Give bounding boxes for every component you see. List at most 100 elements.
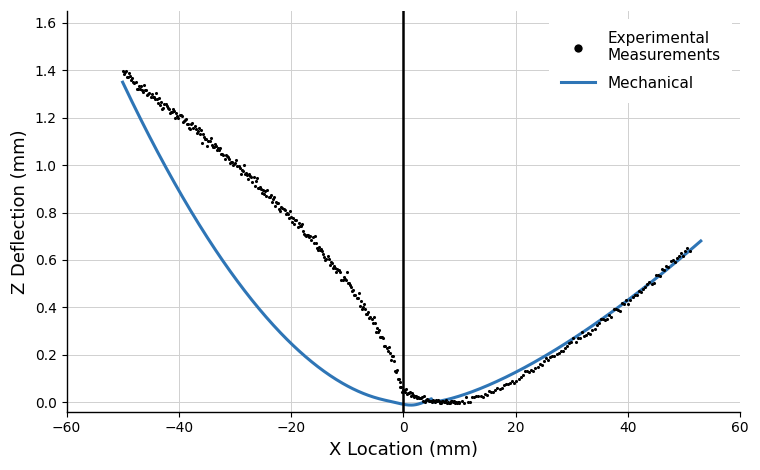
Point: [382, 343, 394, 350]
Point: [134, 85, 146, 92]
Point: [404, 388, 416, 395]
Point: [340, 276, 352, 284]
Point: [342, 279, 354, 287]
Point: [116, 68, 128, 75]
Point: [272, 199, 284, 206]
Point: [225, 158, 237, 165]
Point: [204, 134, 217, 142]
Point: [253, 184, 265, 191]
Point: [500, 380, 512, 388]
Point: [337, 274, 350, 281]
Point: [496, 384, 508, 392]
Point: [178, 118, 190, 125]
Point: [280, 211, 292, 218]
Point: [663, 263, 675, 271]
Point: [675, 249, 687, 257]
Point: [353, 303, 366, 310]
Point: [227, 161, 239, 168]
Point: [429, 397, 441, 404]
Point: [199, 135, 211, 143]
Point: [376, 333, 388, 341]
Point: [141, 92, 154, 99]
Point: [186, 120, 198, 127]
Point: [384, 349, 396, 357]
Point: [301, 232, 313, 239]
Point: [648, 279, 660, 286]
Point: [451, 398, 463, 406]
Point: [240, 169, 252, 177]
Point: [618, 300, 630, 308]
Point: [220, 151, 232, 158]
Point: [468, 393, 480, 400]
Point: [209, 140, 221, 148]
Point: [126, 75, 138, 82]
Point: [656, 266, 668, 273]
Point: [405, 392, 417, 400]
Point: [369, 319, 381, 327]
Point: [142, 90, 154, 98]
Point: [502, 381, 514, 388]
Point: [402, 389, 414, 397]
Point: [394, 383, 407, 391]
Point: [368, 313, 380, 321]
Point: [252, 184, 264, 192]
Point: [519, 368, 531, 375]
Point: [546, 352, 559, 360]
Point: [179, 117, 191, 124]
Point: [421, 395, 433, 403]
Point: [231, 162, 243, 169]
Point: [454, 400, 466, 407]
Point: [157, 104, 169, 111]
Point: [163, 110, 176, 117]
Point: [400, 388, 412, 396]
Point: [379, 342, 391, 350]
Point: [361, 311, 373, 318]
Point: [411, 394, 423, 402]
Point: [417, 397, 429, 405]
Point: [331, 266, 344, 273]
Point: [436, 397, 448, 405]
Point: [353, 289, 365, 297]
Point: [303, 233, 315, 241]
Point: [266, 198, 278, 206]
Point: [398, 386, 410, 393]
Point: [256, 190, 268, 197]
Point: [658, 266, 670, 274]
Point: [401, 390, 413, 398]
Point: [321, 255, 333, 262]
Point: [233, 164, 245, 172]
Point: [682, 244, 694, 252]
Point: [291, 223, 303, 231]
Point: [124, 72, 136, 80]
Point: [218, 155, 230, 163]
Point: [123, 69, 135, 77]
Point: [261, 186, 274, 194]
Point: [271, 199, 283, 207]
Point: [390, 368, 402, 375]
Point: [212, 144, 224, 151]
Point: [334, 266, 346, 274]
Point: [397, 389, 409, 396]
Point: [339, 275, 351, 282]
Point: [401, 385, 413, 392]
Point: [534, 360, 546, 368]
Point: [183, 124, 195, 132]
Point: [610, 305, 622, 313]
Point: [424, 397, 436, 405]
Point: [332, 266, 344, 274]
Point: [202, 138, 214, 145]
Point: [525, 367, 537, 374]
Point: [504, 379, 516, 387]
Point: [306, 233, 318, 241]
Point: [296, 220, 308, 227]
Point: [641, 280, 654, 288]
Point: [191, 129, 203, 136]
Point: [299, 232, 311, 239]
Point: [248, 173, 260, 180]
Point: [637, 285, 649, 292]
Point: [290, 217, 302, 224]
Point: [572, 334, 584, 342]
Point: [451, 400, 464, 407]
Point: [314, 247, 326, 254]
Point: [584, 330, 597, 338]
